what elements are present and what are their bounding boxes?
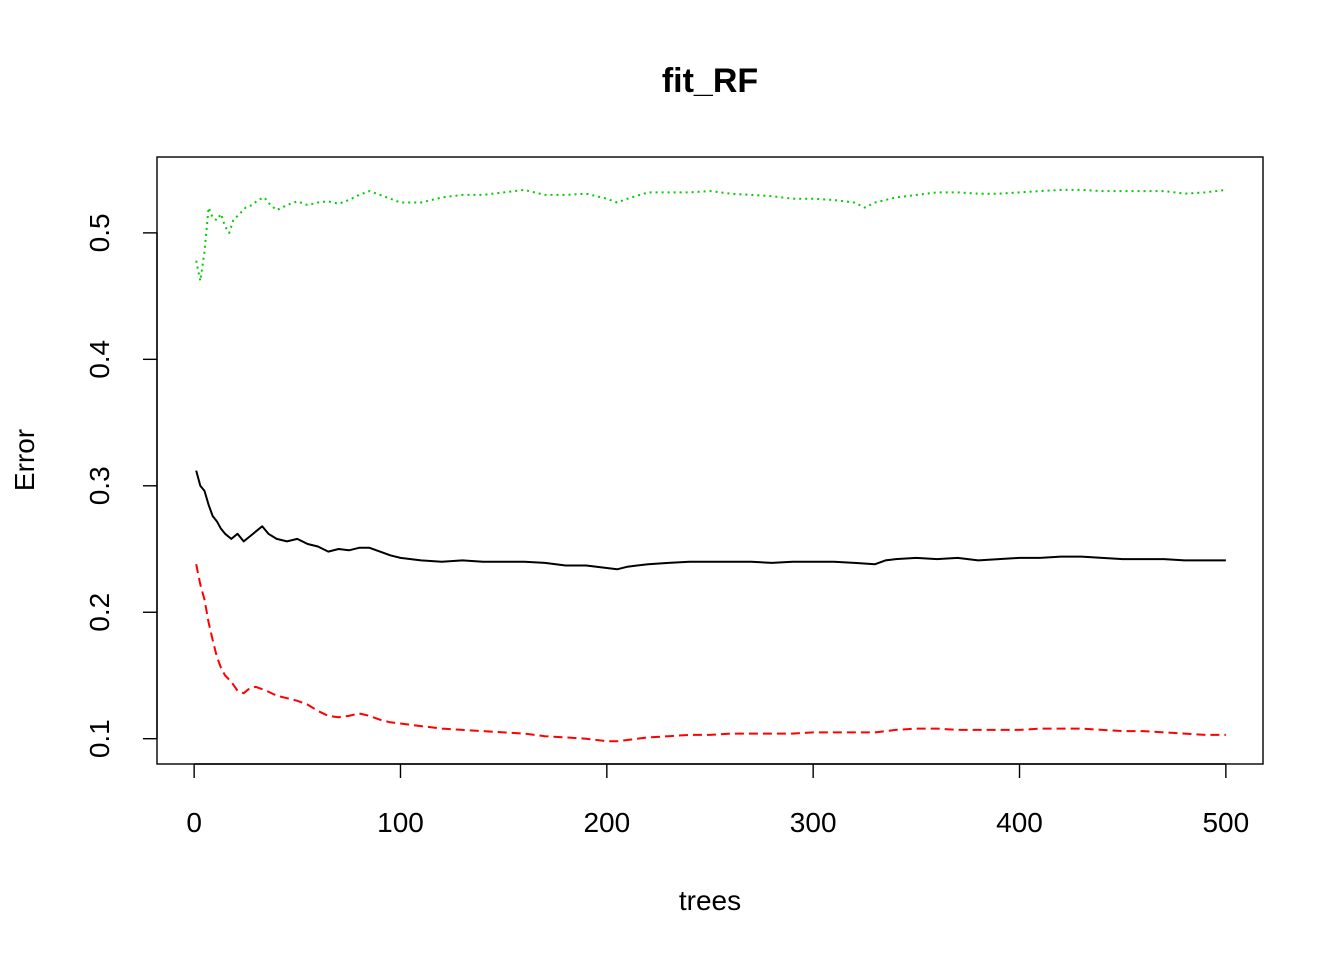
y-axis-ticks: 0.1 0.2 0.3 0.4 0.5 <box>84 213 157 758</box>
y-tick-label: 0.4 <box>84 340 115 379</box>
y-tick-label: 0.5 <box>84 213 115 252</box>
series-line-3 <box>195 188 1227 282</box>
x-axis-label: trees <box>679 885 741 916</box>
y-axis-label: Error <box>9 429 40 491</box>
plot-frame <box>156 156 1264 765</box>
x-tick-label: 100 <box>377 807 424 838</box>
x-tick-label: 400 <box>996 807 1043 838</box>
x-tick-label: 500 <box>1202 807 1249 838</box>
x-tick-label: 200 <box>583 807 630 838</box>
y-tick-label: 0.3 <box>84 466 115 505</box>
x-tick-label: 0 <box>186 807 202 838</box>
x-axis-ticks: 0 100 200 300 400 500 <box>186 764 1249 838</box>
series-line-2 <box>195 564 1226 743</box>
y-tick-label: 0.1 <box>84 719 115 758</box>
series-line-1 <box>195 470 1226 571</box>
chart-title: fit_RF <box>662 62 758 100</box>
x-tick-label: 300 <box>790 807 837 838</box>
y-tick-label: 0.2 <box>84 593 115 632</box>
series-layer <box>195 188 1227 743</box>
